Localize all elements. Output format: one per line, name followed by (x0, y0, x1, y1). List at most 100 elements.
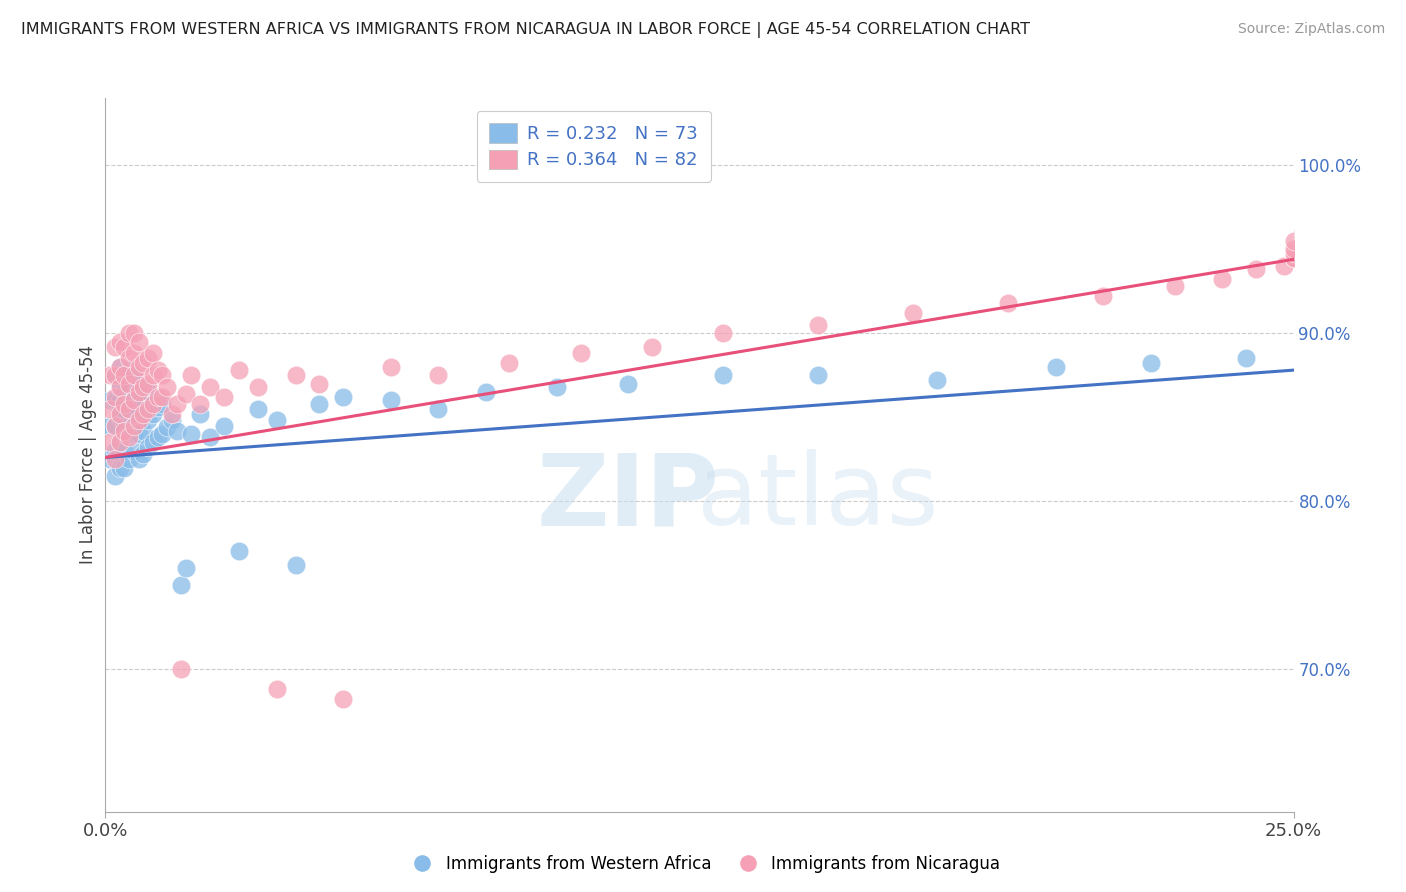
Point (427, 401, 450, 416)
Point (114, 397, 136, 411)
Point (128, 426, 150, 441)
Point (711, 368, 734, 383)
Point (98, 418, 121, 433)
Point (104, 390, 127, 404)
Point (166, 397, 188, 411)
Point (1282, 245, 1305, 260)
Point (1092, 289, 1115, 303)
Point (498, 356, 520, 370)
Point (617, 376, 640, 391)
Point (1302, 217, 1324, 231)
Point (128, 401, 150, 416)
Point (190, 407, 212, 421)
Point (108, 393, 131, 408)
Point (114, 340, 136, 354)
Y-axis label: In Labor Force | Age 45-54: In Labor Force | Age 45-54 (79, 345, 97, 565)
Text: atlas: atlas (697, 450, 939, 546)
Point (807, 318, 830, 332)
Point (128, 376, 150, 391)
Point (214, 390, 236, 404)
Point (1164, 279, 1187, 293)
Point (198, 380, 221, 394)
Point (108, 410, 131, 425)
Legend: R = 0.232   N = 73, R = 0.364   N = 82: R = 0.232 N = 73, R = 0.364 N = 82 (477, 111, 711, 182)
Point (104, 418, 127, 433)
Point (118, 351, 141, 366)
Point (925, 373, 948, 387)
Point (122, 443, 145, 458)
Point (1272, 259, 1295, 273)
Point (118, 401, 141, 416)
Point (1282, 234, 1305, 248)
Point (104, 368, 127, 383)
Point (118, 452, 141, 467)
Point (474, 384, 496, 399)
Point (98, 452, 121, 467)
Point (152, 426, 174, 441)
Point (142, 397, 165, 411)
Point (132, 447, 155, 461)
Point (122, 390, 145, 404)
Point (284, 368, 307, 383)
Point (104, 443, 127, 458)
Point (136, 413, 159, 427)
Point (98, 368, 121, 383)
Point (146, 390, 169, 404)
Point (122, 407, 145, 421)
Legend: Immigrants from Western Africa, Immigrants from Nicaragua: Immigrants from Western Africa, Immigran… (399, 848, 1007, 880)
Point (174, 561, 197, 575)
Point (807, 368, 830, 383)
Point (108, 334, 131, 349)
Point (104, 393, 127, 408)
Point (903, 306, 925, 320)
Point (132, 380, 155, 394)
Point (1306, 212, 1329, 227)
Point (136, 351, 159, 366)
Point (132, 407, 155, 421)
Point (711, 326, 734, 341)
Point (118, 430, 141, 444)
Point (156, 420, 179, 434)
Point (427, 368, 450, 383)
Point (118, 384, 141, 399)
Point (1211, 272, 1233, 286)
Point (160, 407, 183, 421)
Point (122, 346, 145, 360)
Point (128, 384, 150, 399)
Text: IMMIGRANTS FROM WESTERN AFRICA VS IMMIGRANTS FROM NICARAGUA IN LABOR FORCE | AGE: IMMIGRANTS FROM WESTERN AFRICA VS IMMIGR… (21, 22, 1031, 38)
Point (1282, 251, 1305, 265)
Point (246, 401, 269, 416)
Point (641, 340, 664, 354)
Point (128, 413, 150, 427)
Point (98, 393, 121, 408)
Point (104, 469, 127, 483)
Point (136, 384, 159, 399)
Point (142, 368, 165, 383)
Point (1282, 242, 1305, 256)
Point (122, 393, 145, 408)
Point (332, 692, 354, 706)
Point (228, 544, 250, 558)
Point (266, 413, 288, 427)
Point (214, 418, 236, 433)
Point (122, 418, 145, 433)
Point (160, 413, 183, 427)
Point (997, 296, 1019, 310)
Text: Source: ZipAtlas.com: Source: ZipAtlas.com (1237, 22, 1385, 37)
Point (114, 443, 136, 458)
Point (108, 407, 131, 421)
Point (128, 359, 150, 374)
Point (380, 393, 402, 408)
Point (104, 452, 127, 467)
Point (142, 346, 165, 360)
Point (132, 424, 155, 438)
Point (180, 426, 202, 441)
Point (152, 397, 174, 411)
Point (108, 435, 131, 450)
Text: ZIP: ZIP (537, 450, 720, 546)
Point (170, 662, 193, 676)
Point (190, 397, 212, 411)
Point (198, 430, 221, 444)
Point (114, 424, 136, 438)
Point (380, 359, 402, 374)
